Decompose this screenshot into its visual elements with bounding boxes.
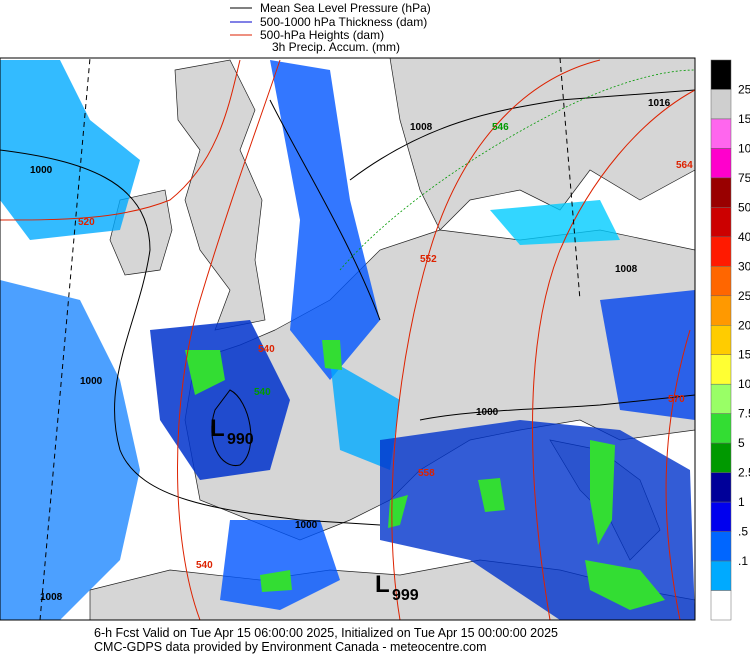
low-letter: L — [210, 415, 225, 442]
colorbar-block — [710, 383, 732, 414]
colorbar-label: 2.5 — [738, 466, 750, 480]
contour-label: 1000 — [476, 407, 499, 418]
pressure-contours — [0, 89, 695, 526]
colorbar-label: 40 — [738, 230, 750, 244]
colorbar-label: 7.5 — [738, 407, 750, 421]
map-labels: 1000 520 1008 546 1016 564 552 1008 540 540 1000 10… — [30, 98, 693, 604]
colorbar-label: .1 — [738, 554, 748, 568]
footer-line: CMC-GDPS data provided by Environment Ca… — [94, 640, 487, 654]
colorbar-label: 25 — [738, 289, 750, 303]
precipitation — [0, 60, 695, 620]
colorbar-label: 1 — [738, 495, 745, 509]
thickness-contours — [339, 69, 695, 271]
colorbar-label: 5 — [738, 436, 745, 450]
contour-label: 1000 — [80, 376, 103, 387]
contour-label: 1008 — [40, 592, 63, 603]
colorbar-block — [710, 501, 732, 532]
colorbar-label: 50 — [738, 200, 750, 214]
colorbar-block — [710, 207, 732, 238]
footer-line: 6-h Fcst Valid on Tue Apr 15 06:00:00 20… — [94, 626, 558, 640]
contour-label: 1008 — [615, 264, 638, 275]
colorbar-label: 30 — [738, 259, 750, 273]
colorbar-label: 10 — [738, 377, 750, 391]
contour-label: 540 — [196, 560, 213, 571]
contour-label: 552 — [420, 254, 437, 265]
low-value: 990 — [227, 431, 254, 448]
colorbar-block — [710, 295, 732, 326]
contour-label: 564 — [676, 160, 693, 171]
colorbar-block — [710, 325, 732, 355]
low-letter: L — [375, 571, 390, 598]
colorbar-label: .5 — [738, 525, 748, 539]
colorbar-block — [710, 177, 732, 208]
colorbar-block — [710, 442, 732, 473]
colorbar-block — [710, 354, 732, 385]
contour-label: 540 — [254, 387, 271, 398]
contour-label: 540 — [258, 344, 275, 355]
colorbar-label: 75 — [738, 171, 750, 185]
colorbar-block — [710, 118, 732, 149]
height-contours — [0, 59, 695, 620]
colorbar-block — [710, 236, 732, 267]
contour-label: 1000 — [295, 520, 318, 531]
footer: 6-h Fcst Valid on Tue Apr 15 06:00:00 20… — [94, 626, 558, 654]
colorbar-block — [710, 531, 732, 562]
map-area — [0, 58, 695, 620]
colorbar-block — [710, 560, 732, 591]
colorbar-block — [710, 266, 732, 297]
legend-label: 3h Precip. Accum. (mm) — [272, 40, 400, 54]
colorbar-block — [710, 413, 732, 444]
colorbar-block — [710, 590, 732, 621]
colorbar-block — [710, 59, 732, 90]
contour-label: 1016 — [648, 98, 671, 109]
contour-label: 570 — [668, 394, 685, 405]
colorbar-label: 100 — [738, 141, 750, 155]
legend-label: 500-1000 hPa Thickness (dam) — [260, 15, 427, 29]
contour-label: 520 — [78, 217, 95, 228]
legend-label: Mean Sea Level Pressure (hPa) — [260, 1, 431, 15]
colorbar-label: 250 — [738, 82, 750, 96]
colorbar: 250 150 100 75 50 40 30 25 20 15 10 7.5 5 2.5 1 .5 .1 — [710, 59, 750, 621]
dashed-lines — [39, 58, 581, 620]
colorbar-block — [710, 89, 732, 120]
colorbar-label: 15 — [738, 348, 750, 362]
colorbar-block — [710, 472, 732, 503]
legend: Mean Sea Level Pressure (hPa)500-1000 hP… — [230, 1, 431, 54]
colorbar-label: 150 — [738, 112, 750, 126]
contour-label: 1008 — [410, 122, 433, 133]
contour-label: 1000 — [30, 165, 53, 176]
contour-label: 558 — [418, 468, 435, 479]
contour-label: 546 — [492, 122, 509, 133]
colorbar-block — [710, 148, 732, 179]
legend-label: 500-hPa Heights (dam) — [260, 28, 384, 42]
map-frame — [0, 57, 696, 621]
low-value: 999 — [392, 587, 419, 604]
colorbar-label: 20 — [738, 318, 750, 332]
